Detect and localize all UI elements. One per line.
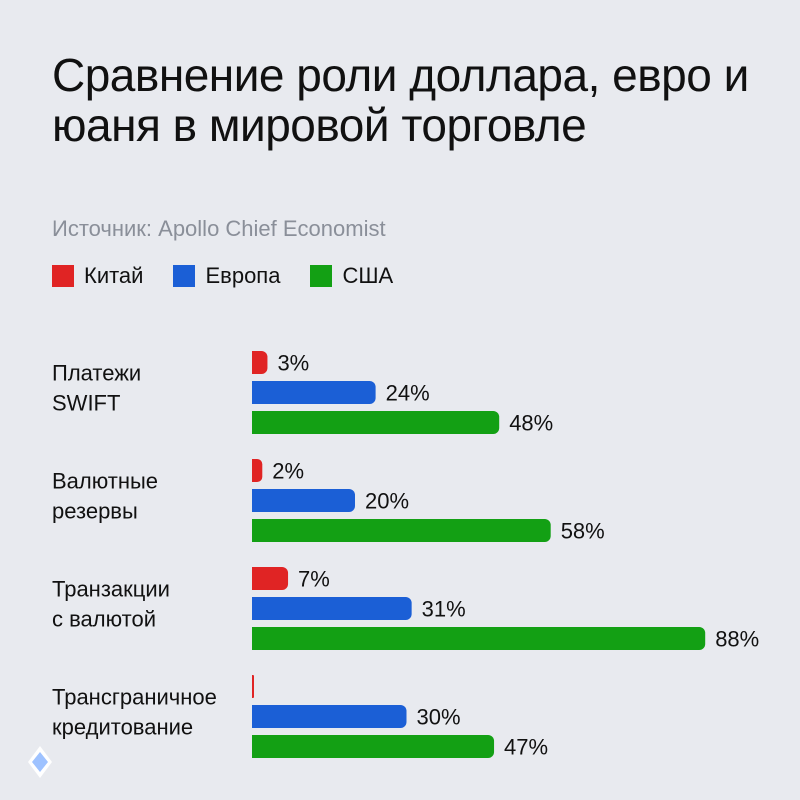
data-label: 24% [386,381,430,406]
bar-chart: Платежи SWIFT 3% 24% 48% Валютные резервы 2% 20%… [52,351,759,760]
legend-item-usa: США [310,263,393,289]
data-label: 58% [561,519,605,544]
legend-swatch-china [52,265,74,287]
bar-usa [252,411,500,434]
category-label: Платежи [52,361,141,386]
category-label: SWIFT [52,391,120,416]
category-label: с валютой [52,607,156,632]
chart-title: Сравнение роли доллара, евро и юаня в ми… [52,49,749,151]
bar-usa [252,627,706,650]
category-label: Трансграничное [52,685,217,710]
data-label: 7% [298,567,330,592]
bar-europe [252,597,412,620]
bar-usa [252,519,551,542]
legend: Китай Европа США [52,263,423,289]
category-label: кредитование [52,715,193,740]
data-label: 3% [277,351,309,376]
data-label: 88% [715,627,759,652]
bar-china [252,459,263,482]
brand-logo-icon [28,746,52,778]
bar-china [252,567,289,590]
data-label: 48% [509,411,553,436]
data-label: 30% [417,705,461,730]
data-label: 47% [504,735,548,760]
category-label: Транзакции [52,577,170,602]
data-label: 2% [272,459,304,484]
data-label: 20% [365,489,409,514]
legend-swatch-europe [173,265,196,287]
legend-item-europe: Европа [173,263,280,289]
category-label: Валютные [52,469,158,494]
data-label: 31% [422,597,466,622]
bar-china [252,351,268,374]
bar-europe [252,381,376,404]
legend-swatch-usa [310,265,333,287]
bar-europe [252,705,407,728]
legend-label-europe: Европа [205,263,281,288]
source-note: Источник: Apollo Chief Economist [52,216,386,241]
bar-china [252,675,254,698]
legend-label-usa: США [342,263,394,288]
bar-europe [252,489,355,512]
bar-usa [252,735,495,758]
legend-item-china: Китай [52,263,143,289]
legend-label-china: Китай [84,263,144,288]
category-label: резервы [52,499,138,524]
